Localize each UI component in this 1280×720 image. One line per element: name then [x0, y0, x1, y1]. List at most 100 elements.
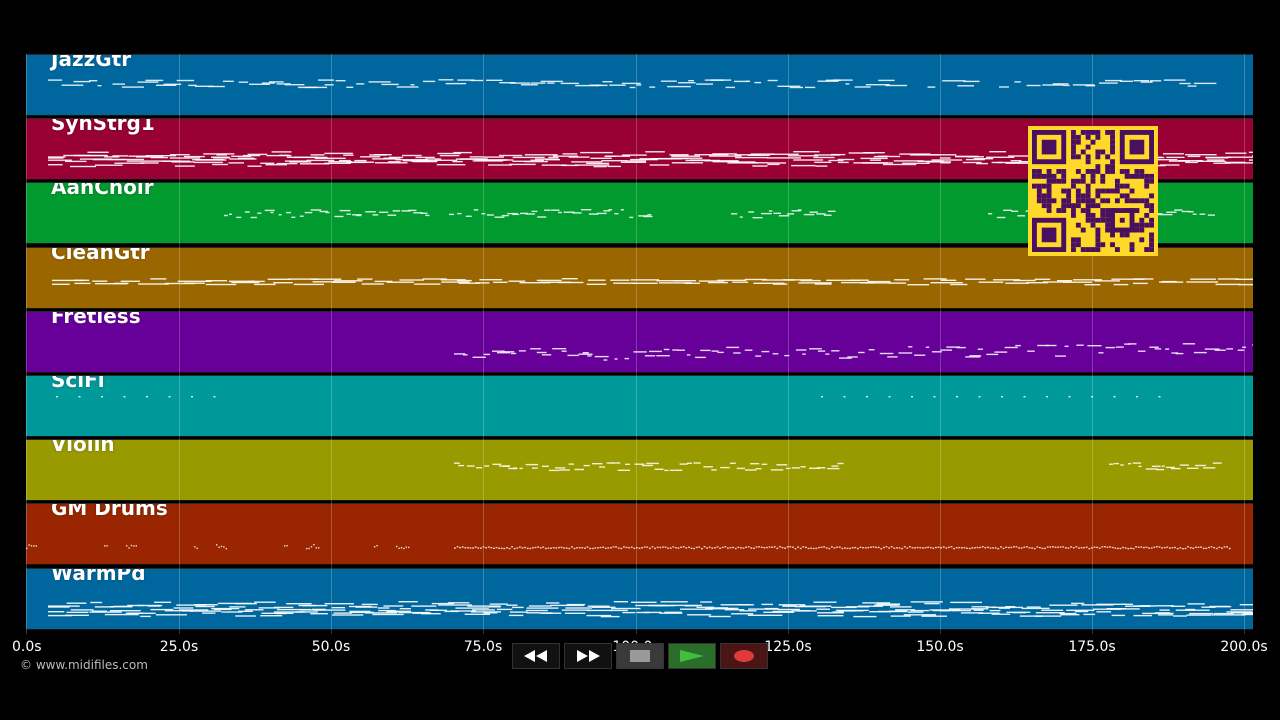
record-button[interactable]	[720, 643, 768, 669]
note	[755, 468, 762, 470]
note	[586, 609, 613, 611]
note	[324, 602, 354, 604]
note	[506, 547, 508, 549]
note	[887, 355, 898, 358]
note	[242, 155, 261, 157]
note	[568, 548, 571, 550]
note	[643, 216, 653, 218]
note-lane	[56, 396, 1161, 398]
note	[591, 548, 594, 550]
note	[28, 544, 30, 547]
note	[477, 547, 480, 550]
note	[1226, 347, 1233, 350]
track-row[interactable]: Violin	[26, 439, 1253, 502]
note	[431, 602, 454, 604]
note	[581, 547, 584, 549]
note	[636, 611, 650, 613]
note	[989, 609, 1001, 611]
note	[542, 546, 545, 549]
note	[1201, 606, 1216, 608]
note	[271, 151, 292, 153]
note	[1120, 464, 1124, 466]
note	[1138, 465, 1142, 468]
note	[1149, 346, 1159, 348]
note	[926, 161, 952, 163]
note	[222, 80, 234, 82]
note	[670, 604, 702, 606]
note	[133, 545, 135, 548]
note	[755, 355, 762, 357]
note	[314, 157, 346, 160]
note	[466, 465, 475, 467]
note	[747, 546, 750, 548]
note	[684, 282, 700, 284]
note	[703, 466, 713, 468]
note	[519, 467, 523, 470]
note	[1128, 342, 1137, 345]
note	[63, 154, 91, 157]
track-row[interactable]: GM Drums	[26, 503, 1253, 566]
note	[896, 547, 898, 549]
note	[1111, 278, 1145, 280]
note	[1197, 546, 1200, 549]
rewind-button[interactable]	[512, 643, 560, 669]
note	[695, 547, 698, 549]
note	[854, 547, 857, 549]
note	[231, 281, 260, 283]
note	[797, 546, 799, 549]
note	[561, 277, 578, 279]
note	[532, 467, 538, 469]
note	[335, 80, 346, 82]
note	[507, 213, 518, 215]
track-row[interactable]: CleanGtr	[26, 246, 1253, 309]
note	[48, 610, 65, 612]
note	[1059, 612, 1077, 614]
note	[486, 79, 503, 81]
play-button[interactable]	[668, 643, 716, 669]
note	[308, 548, 310, 550]
note	[805, 547, 807, 549]
note	[1212, 462, 1222, 464]
note	[499, 82, 516, 84]
track-row[interactable]: WarmPd	[26, 567, 1253, 630]
note	[558, 281, 584, 283]
note	[1252, 343, 1253, 346]
note	[438, 79, 454, 81]
note	[908, 345, 913, 348]
note	[793, 159, 824, 161]
note	[461, 546, 464, 549]
note	[973, 158, 994, 160]
note	[1096, 610, 1112, 613]
note	[1170, 468, 1181, 470]
track-row[interactable]: Fretless	[26, 310, 1253, 373]
note	[1011, 210, 1019, 213]
note	[680, 608, 714, 610]
stop-button[interactable]	[616, 643, 664, 669]
note	[555, 467, 566, 469]
note	[878, 610, 908, 612]
note	[387, 214, 397, 217]
note	[718, 607, 739, 609]
note	[662, 546, 664, 549]
note	[1136, 396, 1138, 398]
note	[906, 547, 909, 550]
note	[858, 351, 865, 353]
note	[636, 84, 642, 86]
note	[1214, 349, 1226, 351]
note	[800, 279, 821, 281]
note	[739, 609, 757, 612]
fast-forward-button[interactable]	[564, 643, 612, 669]
note	[291, 216, 296, 219]
note	[110, 605, 133, 607]
note	[961, 547, 963, 549]
track-row[interactable]: SciFi	[26, 375, 1253, 437]
grid-line	[940, 54, 941, 634]
note	[622, 611, 636, 613]
note	[378, 609, 396, 611]
track-row[interactable]: JazzGtr	[26, 54, 1253, 116]
note	[596, 84, 608, 87]
note	[927, 86, 936, 88]
note	[656, 354, 670, 357]
note	[1063, 84, 1070, 87]
note	[334, 216, 344, 218]
